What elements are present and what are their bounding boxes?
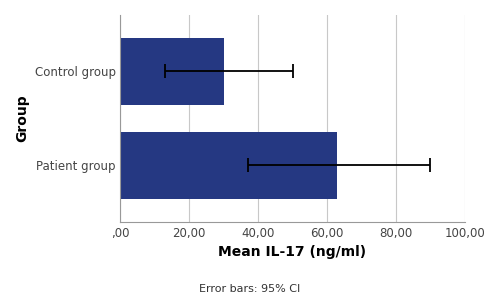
Text: Error bars: 95% CI: Error bars: 95% CI bbox=[200, 284, 300, 294]
Y-axis label: Group: Group bbox=[15, 95, 29, 142]
X-axis label: Mean IL-17 (ng/ml): Mean IL-17 (ng/ml) bbox=[218, 245, 366, 259]
Bar bbox=[120, 132, 338, 199]
Bar bbox=[120, 37, 224, 105]
